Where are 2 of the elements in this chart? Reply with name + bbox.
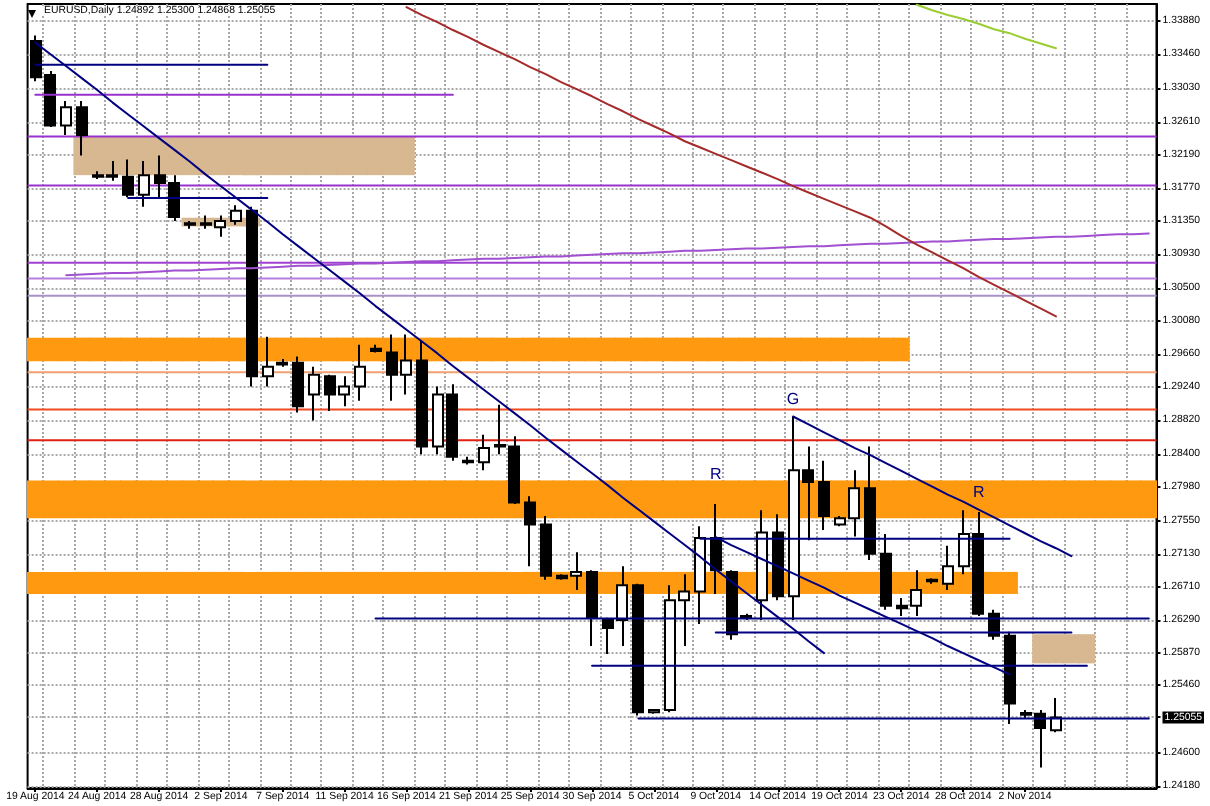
data-label: G xyxy=(786,389,800,408)
annotation: R xyxy=(709,465,722,484)
